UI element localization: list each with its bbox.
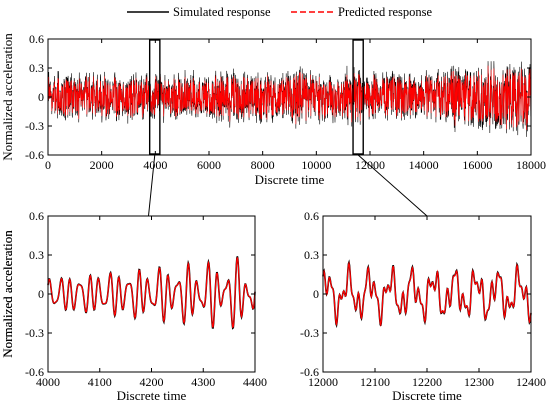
x-tick-label: 4000	[143, 158, 167, 172]
y-tick-label: 0.6	[29, 32, 44, 46]
y-tick-label: -0.3	[300, 326, 319, 340]
x-tick-label: 12300	[464, 375, 494, 389]
y-tick-label: 0.3	[304, 248, 319, 262]
series-line-predicted	[322, 261, 532, 328]
x-tick-label: 4100	[88, 375, 112, 389]
y-tick-label: 0	[38, 287, 44, 301]
x-axis-label: Discrete time	[255, 172, 325, 187]
x-axis-label: Discrete time	[392, 388, 462, 403]
x-tick-label: 2000	[90, 158, 114, 172]
legend: Simulated response Predicted response	[127, 5, 433, 19]
x-tick-label: 4000	[36, 375, 60, 389]
y-tick-label: -0.6	[25, 365, 44, 379]
y-tick-label: 0.3	[29, 248, 44, 262]
y-tick-label: 0.6	[29, 209, 44, 223]
series-line-predicted	[47, 257, 256, 329]
overview-panel: 0 2000 4000 6000 8000 10000 12000 14000 16000 180…	[0, 32, 546, 187]
zoom-connectors	[148, 154, 428, 217]
x-tick-label: 6000	[197, 158, 221, 172]
y-axis-label: Normalized acceleration	[0, 230, 15, 358]
series-line-predicted	[47, 65, 532, 130]
x-tick-label: 8000	[251, 158, 275, 172]
zoom-window-box	[148, 39, 161, 155]
legend-label-predicted: Predicted response	[338, 5, 433, 19]
y-tick-label: 0.3	[29, 61, 44, 75]
zoom-window-box	[352, 39, 364, 155]
y-axis-label: Normalized acceleration	[0, 33, 15, 161]
x-tick-label: 16000	[462, 158, 492, 172]
legend-label-simulated: Simulated response	[173, 5, 271, 19]
zoom-connector-right	[357, 154, 428, 217]
zoom-right-panel: 12000 12100 12200 12300 12400 -0.6 -0.3 0 0.3 0.6…	[0, 209, 546, 403]
y-tick-label: 0	[38, 90, 44, 104]
x-axis-label: Discrete time	[117, 388, 187, 403]
y-tick-label: 0.6	[304, 209, 319, 223]
x-tick-label: 18000	[516, 158, 546, 172]
zoom-left-panel: 4000 4100 4200 4300 4400 -0.6 -0.3 0 0.3 0.6 Discr…	[0, 209, 267, 403]
y-tick-label: -0.3	[25, 119, 44, 133]
x-tick-label: 12200	[412, 375, 442, 389]
x-tick-label: 0	[45, 158, 51, 172]
y-tick-label: -0.6	[300, 365, 319, 379]
x-tick-label: 14000	[409, 158, 439, 172]
x-tick-label: 12000	[355, 158, 385, 172]
zoom-connector-left	[148, 154, 156, 217]
x-tick-label: 12000	[308, 375, 338, 389]
y-tick-label: 0	[313, 287, 319, 301]
y-tick-label: -0.6	[25, 148, 44, 162]
x-tick-label: 10000	[301, 158, 331, 172]
x-tick-label: 12100	[360, 375, 390, 389]
y-axis-label: Normalized acceleration	[0, 230, 15, 358]
x-tick-label: 4400	[243, 375, 267, 389]
x-tick-label: 12400	[516, 375, 546, 389]
x-tick-label: 4200	[140, 375, 164, 389]
y-tick-label: -0.3	[25, 326, 44, 340]
x-tick-label: 4300	[191, 375, 215, 389]
